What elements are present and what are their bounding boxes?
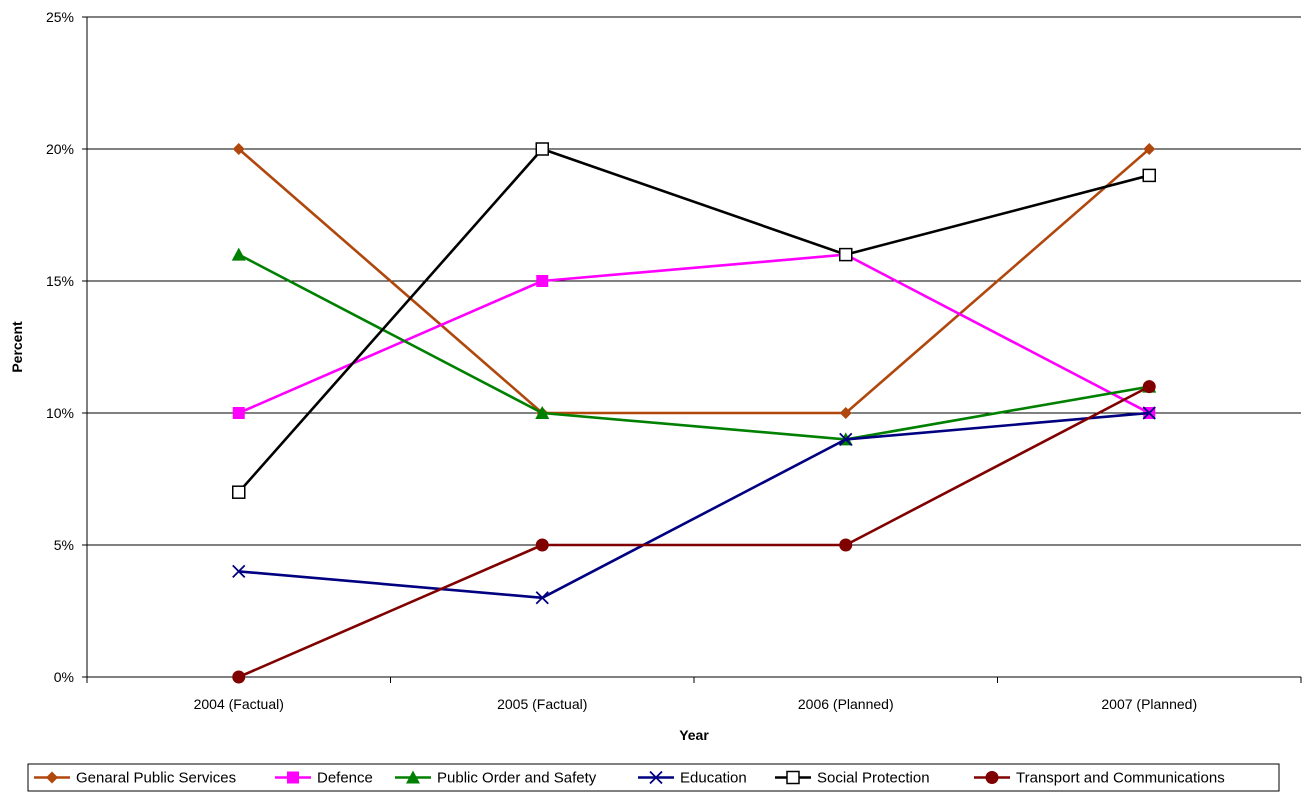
data-point	[232, 670, 246, 684]
legend-item: Transport and Communications	[974, 770, 1225, 787]
data-point	[1142, 380, 1156, 394]
series-line	[238, 385, 1150, 679]
legend-label: Education	[680, 770, 747, 787]
data-point	[232, 485, 246, 499]
data-point	[536, 275, 549, 287]
data-point	[535, 406, 550, 419]
series-group	[231, 142, 1157, 684]
gridlines	[87, 16, 1301, 546]
series-line	[237, 148, 1151, 415]
data-point	[535, 142, 549, 156]
y-tick-label: 25%	[46, 9, 74, 25]
legend-marker	[985, 771, 999, 784]
x-tick-label: 2005 (Factual)	[497, 696, 587, 712]
series-line	[238, 253, 1150, 415]
series-transport-and-communications	[232, 380, 1156, 684]
series-line	[237, 147, 1150, 494]
legend-item: Social Protection	[775, 770, 930, 787]
data-point	[839, 247, 853, 262]
y-tick-label: 0%	[54, 669, 74, 685]
data-point	[535, 538, 549, 552]
legend-item: Genaral Public Services	[34, 770, 236, 787]
legend-item: Public Order and Safety	[395, 770, 597, 787]
legend-label: Transport and Communications	[1016, 770, 1225, 787]
y-tick-labels: 0% 5% 10% 15% 20% 25%	[46, 9, 74, 685]
x-axis-label: Year	[679, 727, 709, 743]
legend-label: Defence	[317, 770, 373, 787]
x-tick-label: 2004 (Factual)	[194, 696, 284, 712]
x-tick-label: 2007 (Planned)	[1101, 696, 1197, 712]
legend-item: Defence	[275, 770, 373, 787]
x-tick-label: 2006 (Planned)	[798, 696, 894, 712]
axes	[82, 16, 1302, 683]
data-point	[232, 407, 245, 419]
y-tick-label: 20%	[46, 141, 74, 157]
series-social-protection	[232, 142, 1156, 499]
legend-label: Genaral Public Services	[76, 770, 236, 787]
y-axis-label: Percent	[9, 321, 25, 373]
series-defence	[232, 248, 1156, 419]
data-point	[839, 407, 852, 419]
y-tick-label: 10%	[46, 405, 74, 421]
data-point	[232, 564, 246, 579]
x-tick-labels: 2004 (Factual) 2005 (Factual) 2006 (Planne…	[194, 696, 1198, 712]
legend-marker	[406, 770, 420, 784]
legend-item: Education	[638, 770, 747, 787]
legend: Genaral Public Services Defence Public Ord…	[27, 763, 1280, 792]
data-point	[231, 247, 246, 261]
legend-marker	[46, 771, 58, 784]
data-point	[1142, 168, 1156, 183]
data-point	[839, 538, 853, 552]
legend-marker	[287, 771, 299, 784]
legend-marker	[786, 770, 800, 785]
series-line	[238, 411, 1150, 600]
y-tick-label: 15%	[46, 273, 74, 289]
legend-label: Public Order and Safety	[437, 770, 597, 787]
data-point	[839, 432, 853, 447]
legend-label: Social Protection	[817, 770, 930, 787]
y-tick-label: 5%	[54, 537, 74, 553]
data-point	[1142, 406, 1156, 420]
data-point	[232, 143, 245, 155]
series-education	[232, 406, 1156, 605]
data-point	[535, 591, 549, 605]
series-line	[238, 253, 1150, 441]
data-point	[1143, 143, 1156, 155]
legend-marker	[649, 770, 663, 785]
series-public-order-and-safety	[231, 247, 1157, 446]
